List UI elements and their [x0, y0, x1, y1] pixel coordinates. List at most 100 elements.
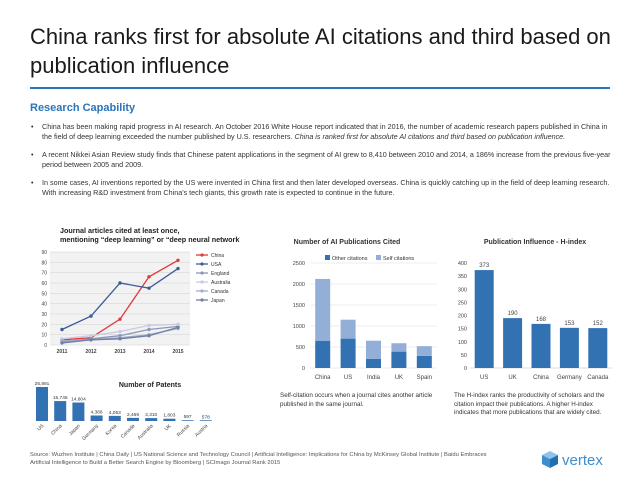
- bar-segment: [340, 338, 356, 368]
- x-tick-label: UK: [395, 375, 403, 381]
- y-tick-label: 200: [458, 314, 467, 320]
- data-point: [147, 327, 151, 332]
- data-point: [118, 337, 122, 341]
- bullet-emphasis: China is ranked first for absolute AI ci…: [294, 132, 566, 141]
- footer-line: Artificial Intelligence to Build a Bette…: [30, 460, 281, 466]
- x-tick-label: Spain: [417, 375, 432, 381]
- x-tick-label: 2011: [57, 349, 68, 355]
- bar-segment: [340, 319, 356, 339]
- bar-segment: [366, 340, 381, 359]
- data-label: 597: [184, 414, 192, 420]
- legend-marker: [200, 253, 204, 257]
- bar: [127, 417, 139, 421]
- data-label: 2,469: [127, 412, 139, 418]
- x-tick-label: UK: [508, 375, 516, 381]
- bar: [531, 323, 551, 368]
- x-tick-label: Canada: [587, 375, 609, 381]
- data-label: 2,310: [145, 412, 157, 418]
- legend-label: England: [211, 271, 230, 277]
- y-tick-label: 2500: [293, 261, 305, 267]
- x-tick-label: Canada: [120, 423, 137, 440]
- data-point: [176, 266, 180, 271]
- title-divider: [30, 87, 610, 89]
- bullet-item: China has been making rapid progress in …: [30, 122, 615, 142]
- data-label: 26,891: [35, 381, 50, 387]
- legend-label: USA: [211, 262, 222, 268]
- y-tick-label: 30: [41, 312, 47, 318]
- chart-title: Publication Influence - H-index: [484, 239, 586, 246]
- footer-sources: Source: Wuzhen Institute | China Daily |…: [30, 451, 530, 467]
- data-label: 4,366: [91, 409, 103, 415]
- data-label: 578: [202, 414, 210, 420]
- bullet-text: China has been making rapid progress in …: [42, 122, 608, 141]
- x-tick-label: UK: [164, 423, 174, 433]
- bar-segment: [315, 278, 331, 341]
- data-label: 168: [536, 317, 547, 323]
- legend-marker: [200, 289, 204, 293]
- x-tick-label: 2013: [114, 349, 125, 355]
- footer-line: Source: Wuzhen Institute | China Daily |…: [30, 452, 487, 458]
- x-tick-label: Japan: [68, 423, 82, 437]
- brand-name: vertex: [562, 452, 603, 469]
- x-tick-label: Korea: [105, 423, 119, 437]
- citations-note: Self-citation occurs when a journal cite…: [280, 392, 433, 408]
- x-tick-label: US: [344, 375, 352, 381]
- data-point: [60, 327, 64, 332]
- bar-segment: [391, 343, 407, 352]
- bar-segment: [315, 340, 331, 368]
- x-tick-label: 2014: [143, 349, 154, 355]
- x-tick-label: US: [36, 423, 46, 433]
- chart-title: Journal articles cited at least once,: [60, 226, 179, 235]
- bullet-text: In some cases, AI inventions reported by…: [42, 178, 610, 197]
- page-title: China ranks first for absolute AI citati…: [30, 24, 611, 78]
- bar: [474, 270, 494, 368]
- y-tick-label: 350: [458, 274, 467, 280]
- y-tick-label: 70: [41, 271, 47, 277]
- x-tick-label: India: [367, 375, 381, 381]
- data-point: [147, 334, 151, 338]
- y-tick-label: 40: [41, 302, 47, 308]
- x-tick-label: Germany: [557, 375, 582, 381]
- data-label: 153: [564, 321, 575, 327]
- y-tick-label: 150: [458, 327, 467, 333]
- x-tick-label: China: [50, 423, 64, 437]
- legend-label: Self citations: [383, 256, 414, 262]
- data-point: [147, 323, 151, 328]
- bar: [559, 327, 579, 368]
- line-chart: Journal articles cited at least once,men…: [41, 226, 240, 355]
- bar: [108, 415, 121, 421]
- data-point: [176, 258, 180, 262]
- data-point: [147, 275, 151, 279]
- y-tick-label: 20: [41, 322, 47, 328]
- y-tick-label: 0: [302, 366, 305, 372]
- bar: [72, 402, 85, 421]
- y-tick-label: 60: [41, 281, 47, 287]
- cube-icon: [542, 451, 558, 468]
- chart-title: Number of AI Publications Cited: [294, 239, 401, 246]
- bar: [181, 420, 194, 421]
- legend-marker: [200, 262, 204, 266]
- plot-area: [50, 252, 190, 345]
- bar: [145, 418, 158, 421]
- y-tick-label: 50: [41, 291, 47, 297]
- bar: [588, 328, 608, 368]
- bar: [36, 387, 48, 421]
- legend-marker: [200, 298, 204, 302]
- y-tick-label: 10: [41, 333, 47, 339]
- data-point: [89, 314, 93, 318]
- bar: [163, 418, 176, 421]
- bar-segment: [366, 358, 381, 368]
- h-index-chart: Publication Influence - H-index 0 50 100 150…: [458, 239, 612, 381]
- legend-label: Other citations: [332, 256, 368, 262]
- y-tick-label: 1500: [293, 303, 305, 309]
- data-point: [60, 341, 64, 345]
- bullet-text: A recent Nikkei Asian Review study finds…: [42, 150, 611, 169]
- data-label: 373: [479, 263, 490, 269]
- bar: [54, 401, 67, 421]
- patents-chart: Number of Patents 26,891 US 15,745 China 14,6…: [35, 381, 212, 442]
- data-point: [147, 286, 151, 290]
- y-tick-label: 80: [41, 260, 47, 266]
- chart-title: Number of Patents: [119, 382, 181, 389]
- data-label: 190: [508, 311, 519, 317]
- legend-label: Australia: [211, 280, 231, 286]
